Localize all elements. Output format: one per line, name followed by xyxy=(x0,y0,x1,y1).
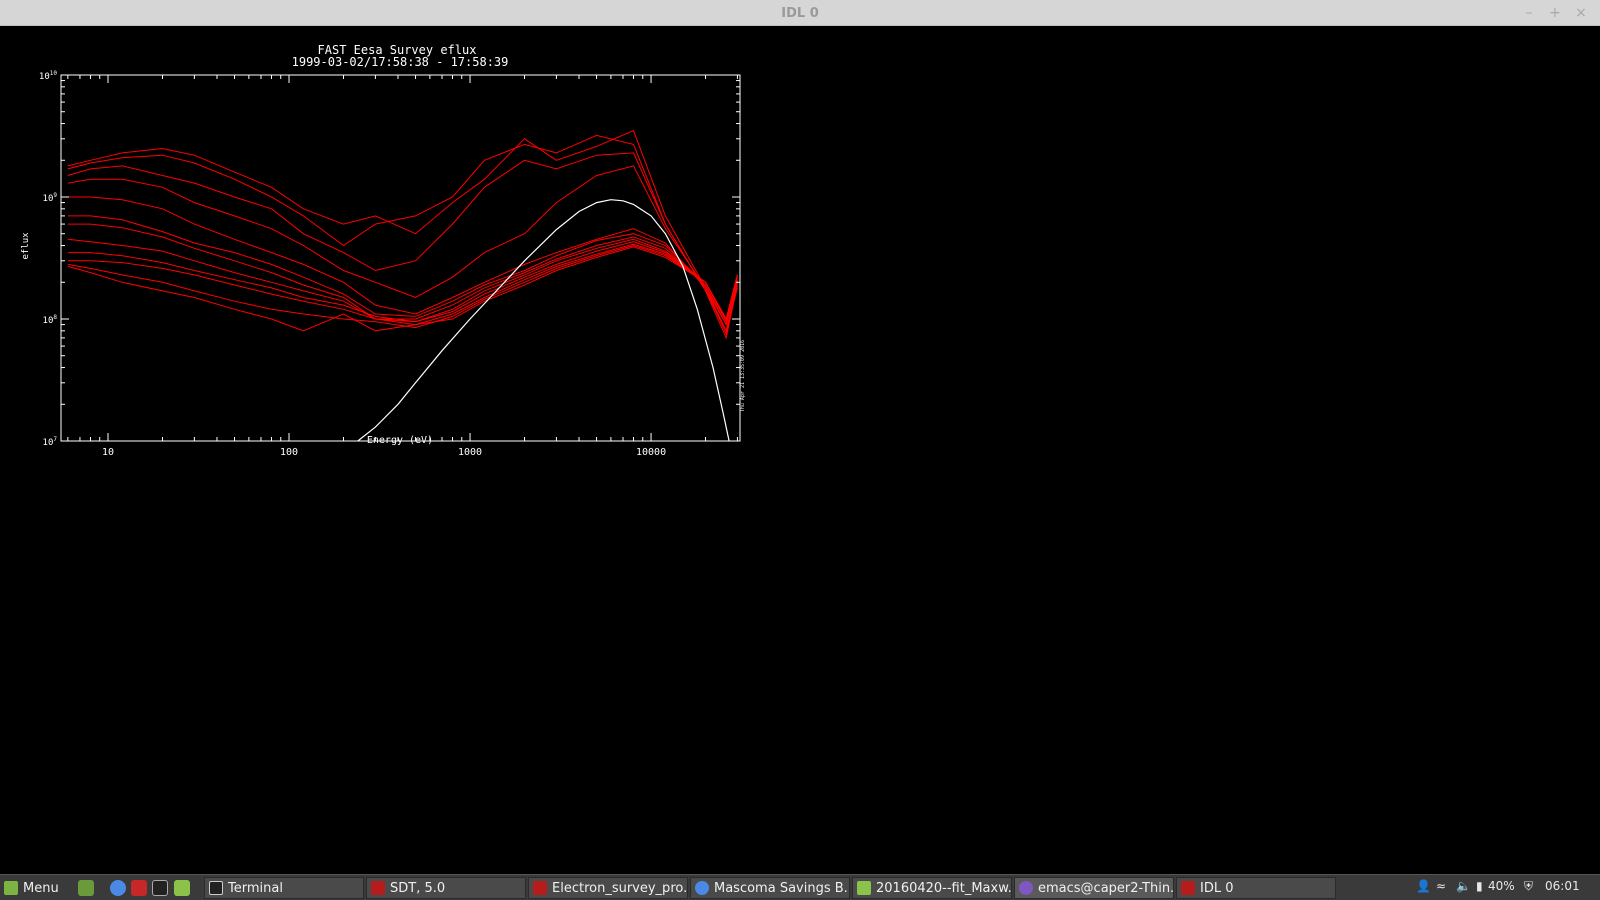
data-series-line xyxy=(67,196,738,333)
plot-title: FAST Eesa Survey eflux xyxy=(318,43,477,57)
data-series-line xyxy=(67,238,738,324)
minimize-button[interactable]: – xyxy=(1525,5,1533,21)
taskbar-window-label: SDT, 5.0 xyxy=(390,880,446,896)
fit-curve-line xyxy=(357,199,730,442)
wifi-icon[interactable]: ≈ xyxy=(1436,879,1447,893)
taskbar: Menu Terminal SDT, 5.0 Electron_survey_p… xyxy=(0,874,1600,900)
folder-icon xyxy=(857,881,871,895)
show-desktop-icon[interactable] xyxy=(78,880,94,896)
window-title: IDL 0 xyxy=(781,6,819,21)
window-titlebar: IDL 0 – + × xyxy=(0,0,1600,26)
x-tick-label: 10000 xyxy=(636,447,666,456)
taskbar-window-label: IDL 0 xyxy=(1200,880,1234,896)
data-series-group xyxy=(67,129,738,340)
menu-button[interactable]: Menu xyxy=(4,877,59,899)
taskbar-window-label: emacs@caper2-Thin... xyxy=(1038,880,1174,896)
emacs-icon xyxy=(1019,881,1033,895)
data-series-line xyxy=(67,134,738,333)
taskbar-window-electron-survey[interactable]: Electron_survey_pro... xyxy=(528,877,688,899)
taskbar-window-terminal[interactable]: Terminal xyxy=(204,877,364,899)
app-launcher-icon[interactable] xyxy=(131,880,147,896)
idl-icon xyxy=(371,881,385,895)
chrome-launcher-icon[interactable] xyxy=(110,880,126,896)
taskbar-window-label: 20160420--fit_Maxw... xyxy=(876,880,1012,896)
terminal-launcher-icon[interactable] xyxy=(152,880,168,896)
data-series-line xyxy=(67,165,738,336)
update-shield-icon[interactable]: ⛨ xyxy=(1524,879,1534,893)
taskbar-window-idl[interactable]: IDL 0 xyxy=(1176,877,1336,899)
taskbar-window-label: Terminal xyxy=(228,880,283,896)
mint-menu-icon xyxy=(4,881,18,895)
taskbar-window-sdt[interactable]: SDT, 5.0 xyxy=(366,877,526,899)
idl-icon xyxy=(533,881,547,895)
y-tick-label: 109 xyxy=(43,192,58,204)
plot-frame xyxy=(60,74,741,442)
battery-icon[interactable]: ▮ xyxy=(1476,879,1483,893)
user-icon[interactable]: 👤 xyxy=(1416,879,1431,893)
clock[interactable]: 06:01 xyxy=(1545,879,1580,893)
y-axis-label: eflux xyxy=(21,232,31,260)
data-series-line xyxy=(67,246,738,332)
y-tick-label: 1010 xyxy=(39,70,57,82)
data-series-line xyxy=(67,129,738,326)
close-button[interactable]: × xyxy=(1575,5,1587,21)
y-tick-label: 108 xyxy=(43,314,58,326)
volume-icon[interactable]: 🔈 xyxy=(1456,879,1471,893)
eflux-plot: FAST Eesa Survey eflux 1999-03-02/17:58:… xyxy=(21,43,746,456)
axes-group: 10 100 1000 10000 1010 109 108 107 xyxy=(39,70,740,456)
idl-icon xyxy=(1181,881,1195,895)
menu-label: Menu xyxy=(23,880,59,896)
data-series-line xyxy=(67,223,738,326)
data-series-line xyxy=(67,241,738,323)
plot-subtitle: 1999-03-02/17:58:38 - 17:58:39 xyxy=(292,55,509,69)
x-tick-label: 10 xyxy=(102,447,114,456)
data-series-line xyxy=(67,243,738,326)
terminal-icon xyxy=(209,881,223,895)
data-series-line xyxy=(67,215,738,326)
y-tick-label: 107 xyxy=(43,436,58,448)
timestamp-side-label: Thu Apr 21 13:35:09 2016 xyxy=(740,340,746,412)
taskbar-window-mascoma[interactable]: Mascoma Savings B... xyxy=(690,877,850,899)
data-series-line xyxy=(67,152,738,340)
battery-percent: 40% xyxy=(1488,879,1515,893)
x-tick-label: 100 xyxy=(280,447,298,456)
chrome-icon xyxy=(695,881,709,895)
taskbar-window-emacs[interactable]: emacs@caper2-Thin... xyxy=(1014,877,1174,899)
taskbar-window-label: Electron_survey_pro... xyxy=(552,880,688,896)
maximize-button[interactable]: + xyxy=(1549,5,1561,21)
data-series-line xyxy=(67,244,738,329)
files-launcher-icon[interactable] xyxy=(174,880,190,896)
taskbar-window-label: Mascoma Savings B... xyxy=(714,880,850,896)
x-axis-label: Energy (eV) xyxy=(367,435,433,446)
taskbar-window-folder[interactable]: 20160420--fit_Maxw... xyxy=(852,877,1012,899)
fit-curve-group xyxy=(357,199,730,442)
idl-graphics-window: FAST Eesa Survey eflux 1999-03-02/17:58:… xyxy=(0,26,1600,874)
x-tick-label: 1000 xyxy=(458,447,482,456)
